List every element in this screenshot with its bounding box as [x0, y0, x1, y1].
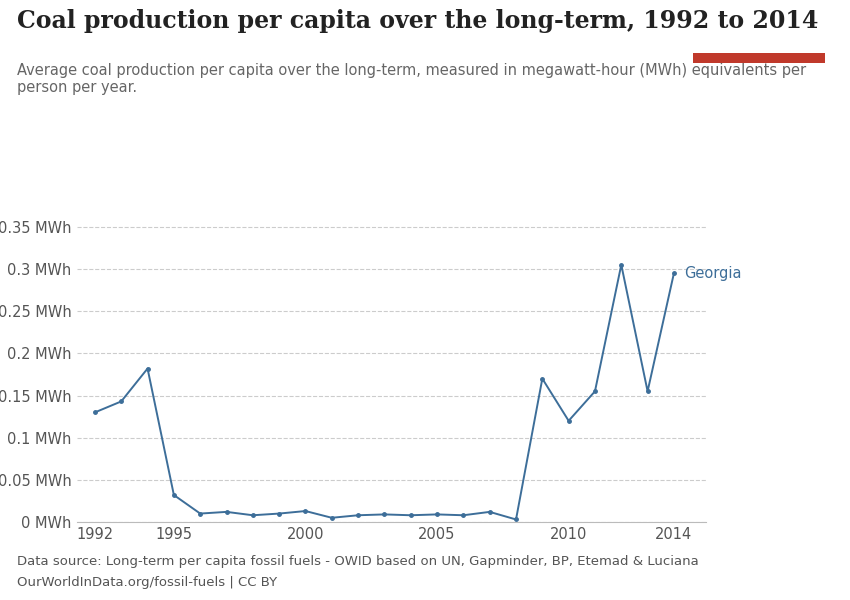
Text: Average coal production per capita over the long-term, measured in megawatt-hour: Average coal production per capita over …: [17, 63, 806, 95]
Text: OurWorldInData.org/fossil-fuels | CC BY: OurWorldInData.org/fossil-fuels | CC BY: [17, 576, 277, 589]
Text: Coal production per capita over the long-term, 1992 to 2014: Coal production per capita over the long…: [17, 9, 819, 33]
Text: Data source: Long-term per capita fossil fuels - OWID based on UN, Gapminder, BP: Data source: Long-term per capita fossil…: [17, 555, 699, 568]
Text: Georgia: Georgia: [684, 266, 742, 281]
Text: in Data: in Data: [734, 29, 783, 43]
Bar: [693, 53, 824, 63]
Text: Our World: Our World: [725, 14, 792, 28]
